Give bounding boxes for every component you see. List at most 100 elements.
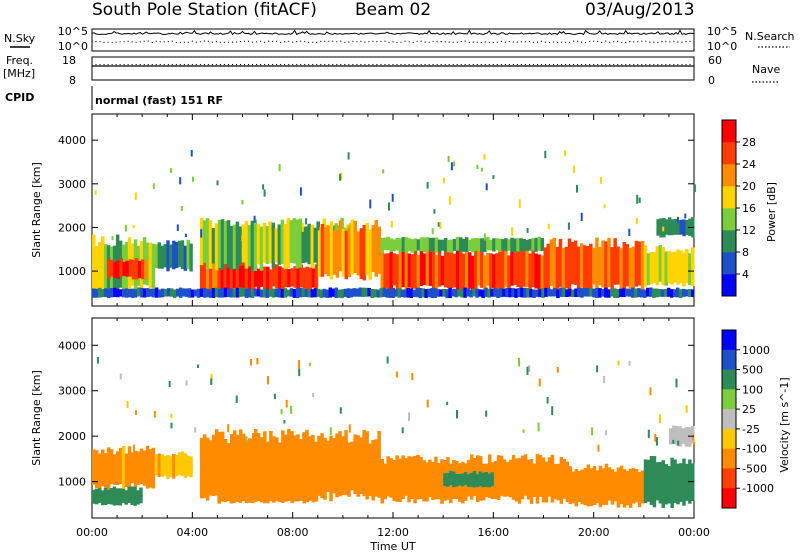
heatmap-cell <box>518 357 520 367</box>
heatmap-cell <box>469 289 473 298</box>
heatmap-cell <box>251 438 255 501</box>
nave-point <box>673 63 675 66</box>
nsearch-tick-low: 10^0 <box>707 40 737 53</box>
heatmap-cell <box>124 453 129 488</box>
nsearch-point <box>304 40 306 43</box>
heatmap-cell <box>449 251 454 288</box>
heatmap-cell <box>283 223 288 270</box>
heatmap-cell <box>208 440 213 496</box>
heatmap-cell <box>214 223 219 271</box>
heatmap-cell <box>580 212 583 222</box>
heatmap-cell <box>265 289 270 298</box>
nsearch-label: N.Search <box>745 30 795 43</box>
time-tick-label: 00:00 <box>678 526 710 539</box>
heatmap-cell <box>631 468 636 504</box>
heatmap-cell <box>446 239 451 253</box>
nsearch-point <box>621 41 623 43</box>
heatmap-cell <box>371 225 375 272</box>
nave-point <box>456 63 458 66</box>
heatmap-cell <box>293 485 297 502</box>
heatmap-cell <box>577 470 582 503</box>
heatmap-cell <box>95 246 99 293</box>
heatmap-cell <box>395 238 400 251</box>
nsearch-point <box>243 40 246 42</box>
heatmap-cell <box>343 288 348 297</box>
heatmap-cell <box>544 287 548 297</box>
heatmap-cell <box>649 252 654 285</box>
nave-point <box>163 63 165 66</box>
heatmap-cell <box>546 396 549 404</box>
heatmap-cell <box>604 287 608 298</box>
heatmap-cell <box>659 414 661 424</box>
heatmap-cell <box>296 484 300 502</box>
heatmap-cell <box>181 288 186 297</box>
heatmap-cell <box>170 422 173 429</box>
heatmap-cell <box>211 228 216 264</box>
nave-point <box>544 63 547 66</box>
heatmap-cell <box>670 457 674 508</box>
nave-point <box>472 63 474 66</box>
heatmap-cell <box>301 288 306 297</box>
heatmap-cell <box>210 373 213 382</box>
heatmap-cell <box>98 453 102 489</box>
heatmap-cell <box>136 451 141 485</box>
heatmap-cell <box>504 238 508 252</box>
nsearch-point <box>231 41 234 43</box>
nsearch-point <box>613 41 615 43</box>
heatmap-cell <box>212 252 216 288</box>
nsearch-point <box>585 41 587 44</box>
heatmap-cell <box>200 229 203 238</box>
heatmap-cell <box>349 288 354 298</box>
heatmap-cell <box>379 288 383 298</box>
heatmap-cell <box>208 220 213 269</box>
heatmap-cell <box>166 288 171 297</box>
nave-point <box>340 63 342 66</box>
heatmap-cell <box>247 225 252 267</box>
nave-point <box>488 63 490 66</box>
colorbar-segment <box>722 468 736 489</box>
heatmap-cell <box>320 224 325 277</box>
power-colorbar-label: Power [dB] <box>765 182 778 242</box>
heatmap-cell <box>299 187 302 196</box>
nsearch-point <box>657 41 659 44</box>
heatmap-cell <box>574 288 578 297</box>
heatmap-cell <box>469 472 474 487</box>
heatmap-cell <box>619 465 624 505</box>
nsearch-point <box>681 41 683 43</box>
heatmap-cell <box>220 485 224 502</box>
heatmap-cell <box>407 238 412 252</box>
heatmap-cell <box>408 412 410 422</box>
power-heatmap <box>92 149 696 299</box>
nave-point <box>400 63 402 66</box>
nsearch-point <box>593 40 595 42</box>
heatmap-cell <box>344 230 349 280</box>
heatmap-cell <box>229 225 234 270</box>
heatmap-cell <box>373 289 377 298</box>
heatmap-cell <box>130 452 135 484</box>
nsearch-point <box>665 41 667 43</box>
heatmap-cell <box>236 434 240 494</box>
nave-point <box>320 63 322 66</box>
heatmap-cell <box>565 289 569 297</box>
nsearch-point <box>677 41 679 43</box>
heatmap-cell <box>532 289 536 298</box>
nave-point <box>352 63 354 66</box>
heatmap-cell <box>538 454 543 497</box>
heatmap-cell <box>481 472 485 487</box>
heatmap-cell <box>110 260 114 277</box>
colorbar-segment <box>722 164 736 187</box>
nave-point <box>127 63 129 66</box>
heatmap-cell <box>380 459 384 504</box>
heatmap-cell <box>262 288 267 298</box>
nsearch-point <box>227 41 230 43</box>
nave-point <box>239 63 242 66</box>
heatmap-cell <box>603 375 606 384</box>
heatmap-cell <box>214 429 219 496</box>
heatmap-cell <box>544 461 549 503</box>
heatmap-cell <box>337 289 342 298</box>
heatmap-cell <box>392 459 396 501</box>
heatmap-cell <box>241 265 246 289</box>
heatmap-cell <box>523 454 528 496</box>
nave-point <box>448 63 450 66</box>
heatmap-cell <box>410 456 414 499</box>
